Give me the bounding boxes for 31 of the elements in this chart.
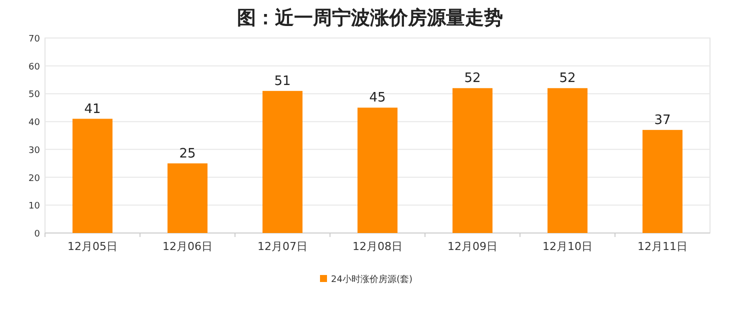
x-tick-label: 12月11日 (638, 240, 688, 253)
data-label: 51 (274, 74, 291, 89)
data-label: 52 (559, 71, 576, 86)
x-tick-label: 12月09日 (448, 240, 498, 253)
bar (642, 130, 682, 233)
legend-label: 24小时涨价房源(套) (331, 274, 412, 285)
data-label: 52 (464, 71, 481, 86)
y-tick-label: 20 (28, 174, 40, 184)
bar (168, 163, 208, 233)
chart-title: 图：近一周宁波涨价房源量走势 (237, 7, 503, 29)
y-tick-label: 50 (28, 90, 40, 100)
x-tick-label: 12月05日 (68, 240, 118, 253)
x-tick-label: 12月06日 (162, 240, 212, 253)
y-tick-label: 70 (28, 34, 40, 44)
y-tick-label: 10 (28, 202, 40, 212)
data-label: 37 (654, 112, 671, 128)
data-label: 25 (179, 146, 196, 162)
y-tick-label: 40 (28, 118, 40, 128)
x-tick-label: 12月07日 (258, 240, 308, 253)
bar (452, 88, 492, 233)
y-tick-label: 60 (28, 62, 40, 72)
bar (358, 108, 398, 233)
bar (548, 88, 588, 233)
x-tick-label: 12月10日 (542, 240, 592, 253)
bar (262, 90, 302, 233)
y-tick-label: 30 (28, 146, 40, 156)
data-label: 45 (369, 90, 386, 106)
bar (72, 118, 112, 233)
x-tick-label: 12月08日 (352, 240, 402, 253)
data-label: 41 (84, 102, 101, 117)
y-tick-label: 0 (34, 230, 40, 240)
